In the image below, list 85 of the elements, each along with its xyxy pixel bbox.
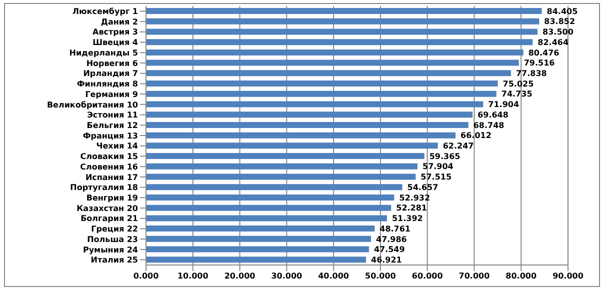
y-tick-label: Норвегия 6 — [86, 58, 138, 68]
y-tick-label: Италия 25 — [90, 256, 138, 265]
bar — [146, 28, 538, 35]
data-label: 47.986 — [376, 234, 408, 244]
data-label: 68.748 — [473, 120, 505, 130]
data-label: 82.464 — [538, 38, 569, 47]
x-tick-label: 30.000 — [271, 272, 303, 281]
bar — [146, 153, 424, 160]
data-label: 57.904 — [422, 162, 454, 172]
x-tick-label: 10.000 — [177, 272, 209, 281]
y-tick-label: Нидерланды 5 — [69, 48, 138, 58]
data-label: 83.500 — [542, 28, 574, 37]
x-tick-label: 0.000 — [133, 272, 160, 281]
bar — [146, 174, 416, 180]
y-tick-label: Греция 22 — [91, 224, 138, 234]
bar — [146, 256, 366, 263]
y-tick-label: Люксембург 1 — [72, 7, 138, 16]
x-tick-label: 90.000 — [552, 272, 584, 281]
y-tick-label: Словения 16 — [80, 162, 138, 172]
bar — [146, 80, 498, 87]
bar — [146, 70, 511, 76]
y-tick-label: Ирландия 7 — [83, 69, 138, 78]
y-tick-label: Эстония 11 — [87, 110, 138, 120]
x-tick-label: 70.000 — [458, 272, 490, 281]
bar — [146, 60, 519, 66]
x-tick-label: 80.000 — [506, 272, 537, 281]
bar — [146, 184, 402, 190]
data-label: 66.012 — [460, 131, 492, 140]
y-tick-label: Португалия 18 — [70, 183, 138, 192]
data-label: 57.515 — [420, 172, 452, 182]
data-label: 52.281 — [396, 204, 428, 213]
y-tick-label: Чехия 14 — [96, 142, 138, 151]
x-tick-label: 40.000 — [318, 272, 350, 281]
y-tick-label: Великобритания 10 — [46, 100, 138, 110]
bar — [146, 246, 369, 252]
y-tick-label: Австрия 3 — [92, 28, 138, 37]
x-tick-label: 60.000 — [412, 272, 444, 281]
bar — [146, 236, 371, 242]
bar — [146, 142, 438, 149]
bar — [146, 122, 468, 128]
y-tick-label: Бельгия 12 — [86, 120, 138, 130]
y-tick-label: Болгария 21 — [80, 214, 138, 224]
y-tick-label: Польша 23 — [87, 234, 138, 244]
bar — [146, 39, 533, 46]
data-label: 69.648 — [478, 110, 509, 120]
y-tick-label: Словакия 15 — [80, 152, 138, 162]
bar — [146, 132, 456, 138]
bar — [146, 18, 540, 24]
bar — [146, 163, 418, 170]
bar — [146, 226, 375, 232]
y-tick-label: Испания 17 — [85, 172, 138, 182]
data-label: 54.657 — [407, 182, 438, 192]
data-label: 80.476 — [528, 48, 560, 58]
data-label: 47.549 — [374, 245, 406, 254]
data-label: 74.735 — [501, 90, 533, 99]
bar — [146, 101, 484, 108]
data-label: 51.392 — [392, 214, 423, 224]
data-label: 75.025 — [502, 79, 534, 88]
data-label: 84.405 — [546, 6, 578, 16]
data-label: 46.921 — [371, 255, 402, 264]
data-label: 77.838 — [516, 69, 548, 78]
data-label: 48.761 — [380, 224, 411, 234]
y-tick-label: Финляндия 8 — [76, 80, 138, 89]
y-tick-label: Дания 2 — [100, 17, 138, 26]
x-tick-label: 50.000 — [365, 272, 396, 281]
bar — [146, 8, 542, 14]
y-tick-label: Венгрия 19 — [86, 194, 138, 202]
data-label: 62.247 — [442, 142, 474, 151]
data-label: 71.904 — [488, 100, 520, 110]
data-label: 52.932 — [399, 193, 430, 202]
bar — [146, 112, 473, 118]
y-tick-label: Швеция 4 — [92, 38, 138, 48]
bar — [146, 204, 392, 211]
data-label: 79.516 — [524, 58, 556, 68]
bar — [146, 90, 496, 97]
bar — [146, 49, 524, 56]
y-tick-label: Франция 13 — [82, 131, 138, 140]
bar — [146, 215, 387, 222]
x-tick-label: 20.000 — [224, 272, 256, 281]
y-tick-label: Германия 9 — [85, 90, 138, 99]
bar — [146, 194, 394, 200]
data-label: 59.365 — [429, 152, 461, 161]
data-label: 83.852 — [544, 17, 576, 26]
y-tick-label: Румыния 24 — [82, 245, 138, 254]
y-tick-label: Казахстан 20 — [76, 204, 138, 213]
